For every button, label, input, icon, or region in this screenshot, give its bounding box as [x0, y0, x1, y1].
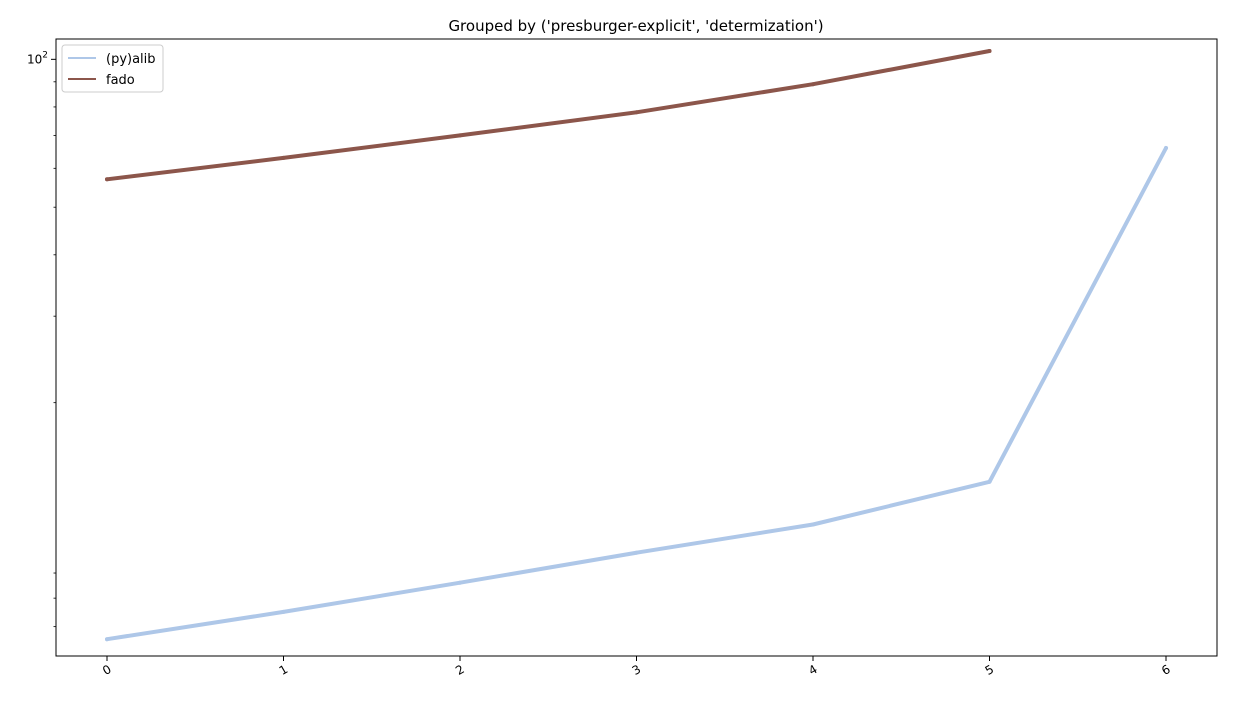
plot-frame [55, 38, 1218, 657]
data-point-1-1 [281, 155, 286, 160]
data-point-0-0 [105, 637, 109, 642]
series-layer [105, 49, 1168, 642]
legend: (py)alib fado [61, 44, 164, 93]
data-point-0-1 [281, 609, 286, 614]
x-tick-label: 6 [1159, 662, 1173, 678]
data-point-1-2 [458, 133, 462, 138]
data-point-0-3 [634, 550, 639, 555]
data-point-1-0 [105, 177, 109, 182]
legend-label-0: (py)alib [106, 52, 156, 67]
legend-label-1: fado [106, 73, 135, 88]
chart-title: Grouped by ('presburger-explicit', 'dete… [448, 17, 823, 35]
data-point-0-6 [1164, 146, 1168, 150]
data-point-1-3 [634, 110, 639, 115]
y-tick-label: 102 [27, 50, 48, 66]
series-line-1 [105, 49, 992, 182]
x-tick-label: 2 [453, 662, 467, 678]
data-point-1-4 [811, 82, 815, 87]
x-tick-label: 4 [806, 662, 820, 678]
x-tick-label: 3 [630, 662, 644, 678]
x-tick-label: 0 [100, 662, 114, 678]
axis-layer: 0 1 2 3 4 5 6 102 [27, 50, 1173, 678]
legend-box [61, 44, 164, 93]
data-point-0-2 [458, 580, 462, 585]
series-line-0 [105, 146, 1168, 642]
data-point-0-5 [987, 479, 992, 484]
x-tick-label: 1 [277, 662, 291, 678]
data-point-0-4 [811, 522, 815, 527]
x-tick-label: 5 [983, 662, 997, 678]
data-point-1-5 [987, 49, 992, 53]
